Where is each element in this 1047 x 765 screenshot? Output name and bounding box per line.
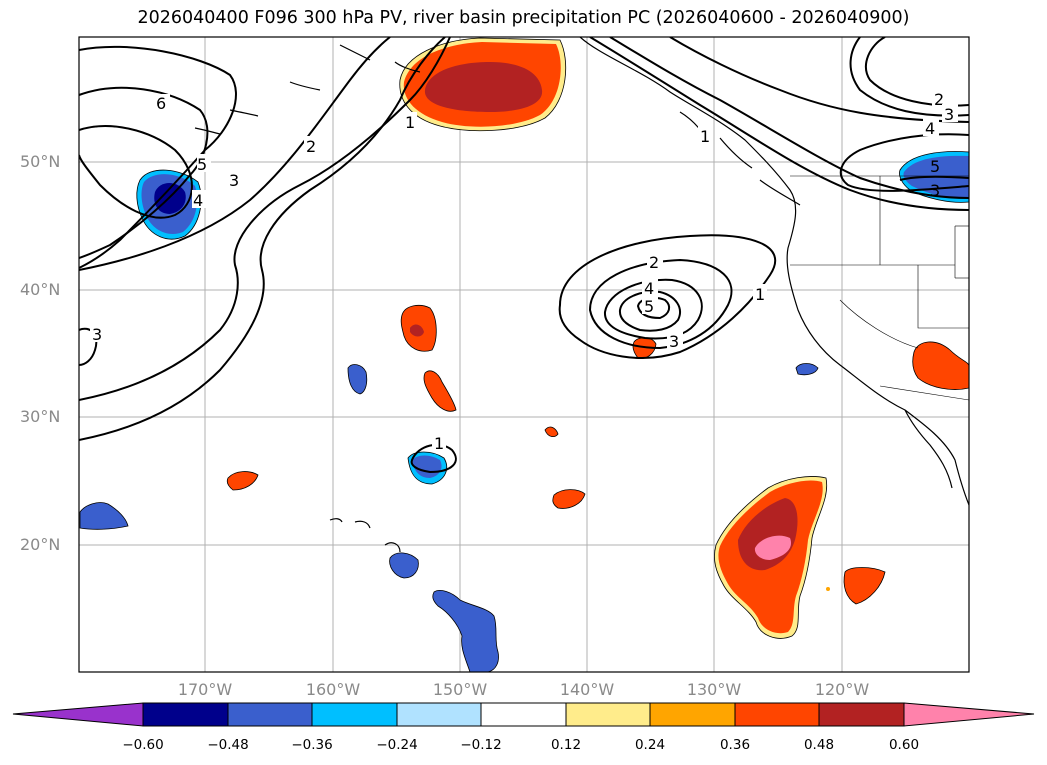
colorbar-segment [227, 702, 313, 727]
contour-label-3-ne-lower: 3 [930, 181, 940, 200]
lat-label-40n: 40°N [20, 280, 61, 299]
colorbar-tick-label: −0.48 [207, 737, 249, 753]
precip-blob-east [912, 341, 969, 390]
precip-blob-small-4 [544, 426, 559, 438]
colorbar-tick-label: 0.48 [803, 737, 835, 753]
lon-label-150w: 150°W [432, 680, 488, 699]
colorbar-segment [818, 702, 905, 727]
contour-label-1: 1 [405, 113, 415, 132]
pv-contours [79, 37, 969, 474]
precip-shading [79, 37, 969, 672]
lat-label-50n: 50°N [20, 152, 61, 171]
lon-label-170w: 170°W [177, 680, 233, 699]
colorbar-tick-label: −0.12 [460, 737, 502, 753]
colorbar-tick-label: 0.36 [719, 737, 751, 753]
contour-label-3: 3 [229, 171, 239, 190]
colorbar-segment [734, 702, 820, 727]
precip-blob-small-2 [423, 370, 457, 412]
colorbar-extend-low [12, 702, 144, 727]
colorbar-tick-label: −0.36 [291, 737, 333, 753]
lon-label-160w: 160°W [305, 680, 361, 699]
colorbar-tick-label: −0.60 [122, 737, 164, 753]
contour-label-1-gyre: 1 [434, 434, 444, 453]
precip-blob-neg-3 [389, 552, 419, 579]
contour-label-6: 6 [156, 94, 166, 113]
colorbar-extend-high [903, 702, 1035, 727]
colorbar-segment [396, 702, 482, 727]
colorbar-tick-label: −0.24 [376, 737, 418, 753]
lat-label-30n: 30°N [20, 407, 61, 426]
colorbar-segment [649, 702, 736, 727]
colorbar-segment [142, 702, 229, 727]
lon-label-140w: 140°W [559, 680, 615, 699]
contour-label-2-low: 2 [649, 253, 659, 272]
lat-label-20n: 20°N [20, 535, 61, 554]
contour-label-4: 4 [193, 191, 203, 210]
contour-label-3-ne: 3 [944, 105, 954, 124]
lon-label-120w: 120°W [814, 680, 870, 699]
coastlines [194, 37, 969, 553]
colorbar-segment [480, 702, 567, 727]
map-title: 2026040400 F096 300 hPa PV, river basin … [137, 8, 910, 28]
gridlines [79, 37, 969, 672]
contour-label-5-low: 5 [644, 297, 654, 316]
contour-label-4-low: 4 [644, 279, 654, 298]
contour-label-5-ne: 5 [930, 157, 940, 176]
contour-label-4-ne: 4 [925, 119, 935, 138]
lon-label-130w: 130°W [686, 680, 742, 699]
map-background [79, 37, 969, 672]
precip-blob-far-east [843, 567, 886, 605]
contour-labels: 6 5 4 3 2 1 3 2 4 5 3 1 1 1 [90, 89, 958, 453]
colorbar [12, 702, 1035, 727]
contour-label-2: 2 [306, 137, 316, 156]
contour-label-5: 5 [197, 155, 207, 174]
precip-blob-neg-5 [795, 363, 819, 376]
precip-blob-neg-1 [347, 364, 368, 395]
colorbar-segment [311, 702, 398, 727]
contour-label-1-low: 1 [755, 285, 765, 304]
precip-blob-small-3 [226, 471, 259, 491]
map-frame [78, 36, 970, 673]
contour-label-2-ne: 2 [934, 90, 944, 109]
colorbar-segment [565, 702, 651, 727]
colorbar-tick-label: 0.12 [550, 737, 582, 753]
contour-label-3-low: 3 [669, 332, 679, 351]
colorbar-tick-label: 0.60 [888, 737, 920, 753]
colorbar-tick-label: 0.24 [634, 737, 666, 753]
precip-blob-west-negative [79, 502, 129, 530]
contour-label-1-coast: 1 [700, 127, 710, 146]
precip-blob-small-5 [552, 489, 586, 509]
precip-blob-neg-4 [432, 590, 499, 672]
contour-label-3-edge: 3 [92, 325, 102, 344]
